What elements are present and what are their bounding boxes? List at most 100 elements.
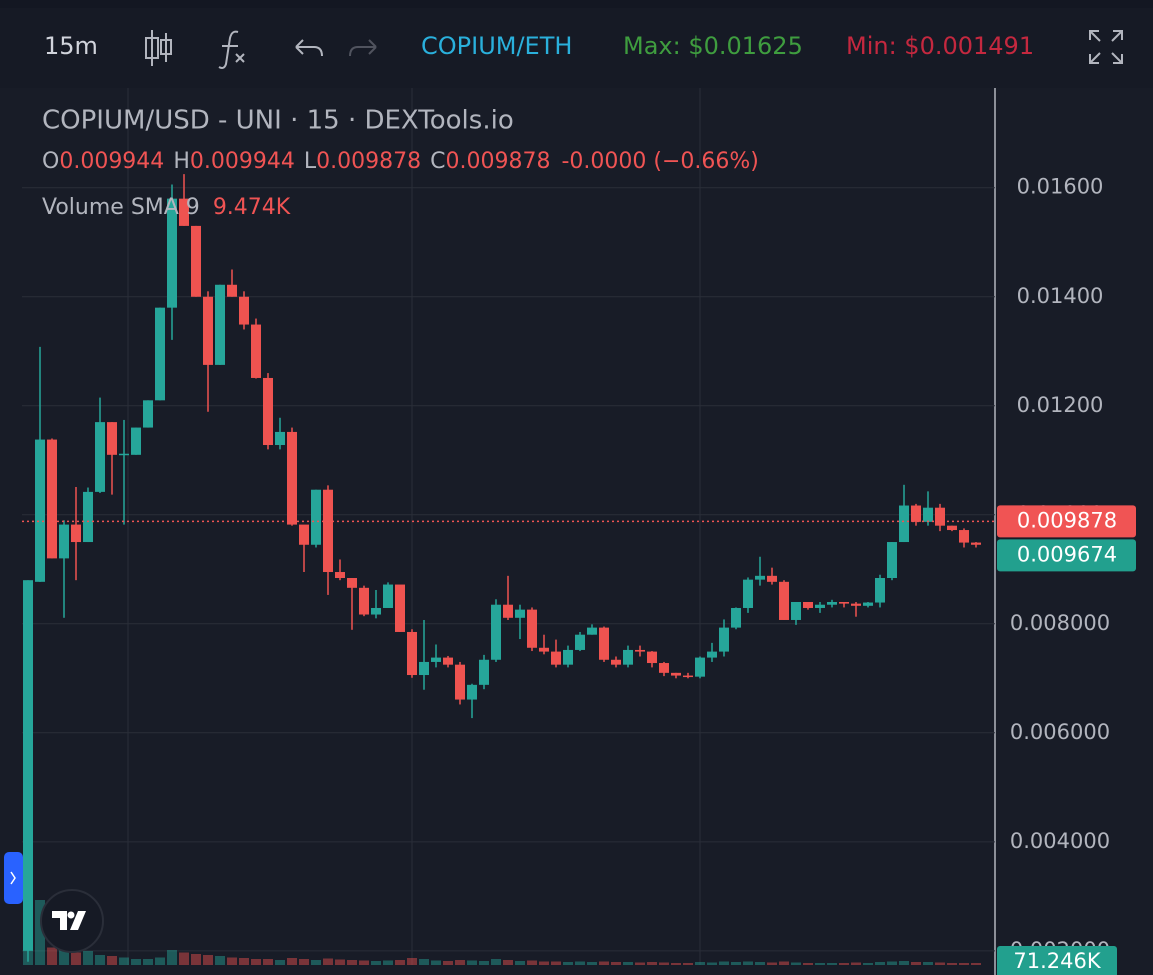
candle-body xyxy=(755,575,765,580)
candle-body xyxy=(959,530,969,543)
tv-logo[interactable] xyxy=(40,889,104,953)
volume-bar xyxy=(455,960,465,965)
volume-bar xyxy=(239,958,249,965)
volume-bar xyxy=(803,963,813,965)
volume-bar xyxy=(251,959,261,965)
candle-body xyxy=(383,584,393,608)
volume-bar xyxy=(215,956,225,965)
candle-body xyxy=(143,400,153,428)
pair-link[interactable]: COPIUM/ETH xyxy=(421,32,572,60)
volume-bar xyxy=(683,963,693,965)
redo[interactable] xyxy=(349,39,377,57)
candle-body xyxy=(935,507,945,526)
price-tags: 0.009878 0.009674 71.246K xyxy=(22,505,1136,975)
volume-bar xyxy=(155,957,165,965)
volume-bar xyxy=(959,963,969,965)
volume-bar xyxy=(263,959,273,965)
candle-body xyxy=(371,607,381,615)
fullscreen[interactable] xyxy=(1089,30,1123,64)
candle-body xyxy=(287,431,297,525)
candle-body xyxy=(947,525,957,531)
volume-bar xyxy=(635,962,645,965)
candle-body xyxy=(455,664,465,700)
undo[interactable] xyxy=(295,39,323,57)
top-strip xyxy=(0,0,1153,8)
volume-bar xyxy=(551,961,561,965)
candle-body xyxy=(347,578,357,588)
volume-bar xyxy=(347,960,357,965)
volume-bar xyxy=(335,959,345,965)
candle-body xyxy=(779,581,789,620)
interval[interactable]: 15m xyxy=(44,32,98,60)
candle-body xyxy=(863,602,873,606)
candle-body xyxy=(47,439,57,559)
volume-bar xyxy=(887,961,897,965)
candle-body xyxy=(95,422,105,492)
candle-body xyxy=(539,647,549,652)
candle-body xyxy=(335,572,345,579)
candle-body xyxy=(395,584,405,632)
candle-body xyxy=(635,649,645,652)
y-tick-label: 0.01600 xyxy=(1017,175,1104,199)
volume-bar xyxy=(707,962,717,965)
candle-body xyxy=(599,627,609,660)
volume-bar xyxy=(791,962,801,965)
volume-bar xyxy=(767,962,777,965)
volume-bar xyxy=(827,963,837,965)
volume-bar xyxy=(359,960,369,965)
legend-ohlc: O0.009944 H0.009944 L0.009878 C0.009878 … xyxy=(42,149,759,174)
candle-body xyxy=(479,659,489,685)
candle-body xyxy=(227,284,237,297)
candle-body xyxy=(359,587,369,615)
time-grid xyxy=(127,88,701,965)
candle-body xyxy=(251,324,261,378)
candle-body xyxy=(179,198,189,226)
max-price: Max: $0.01625 xyxy=(623,32,803,60)
volume-bar xyxy=(443,961,453,965)
candle-body xyxy=(647,651,657,664)
volume-bar xyxy=(275,960,285,965)
candle-body xyxy=(167,198,177,308)
volume-bar xyxy=(515,961,525,965)
volume-bar xyxy=(71,952,81,965)
price-tag-label: 0.009878 xyxy=(1017,508,1117,532)
candle-body xyxy=(731,607,741,628)
candle-body xyxy=(815,604,825,608)
volume-bar xyxy=(143,959,153,965)
candle-body xyxy=(659,663,669,673)
volume-bar xyxy=(179,952,189,965)
volume-bar xyxy=(503,960,513,965)
volume-bar xyxy=(563,962,573,965)
min-price: Min: $0.001491 xyxy=(846,32,1034,60)
price-tag-label: 0.009674 xyxy=(1017,542,1117,566)
candle-body xyxy=(323,489,333,573)
candle-body xyxy=(407,631,417,676)
candle-body xyxy=(239,296,249,325)
volume-bar xyxy=(311,960,321,965)
candle-body xyxy=(563,649,573,665)
candle-body xyxy=(467,684,477,700)
candle-body xyxy=(827,601,837,605)
volume-bar xyxy=(167,950,177,965)
candle-body xyxy=(683,675,693,678)
candle-body xyxy=(887,542,897,579)
volume-bar xyxy=(395,960,405,965)
candle-body xyxy=(203,296,213,365)
ohlc-change: -0.0000 (−0.66%) xyxy=(561,149,758,174)
candle-body xyxy=(59,524,69,559)
side-toggle[interactable] xyxy=(4,852,23,904)
tv-logo-mark xyxy=(52,911,86,930)
candle-body xyxy=(671,672,681,676)
candle-body xyxy=(299,524,309,545)
indicator-icon[interactable] xyxy=(218,30,245,69)
candle-icon[interactable] xyxy=(145,30,172,66)
candle-body xyxy=(431,657,441,662)
candle-body xyxy=(899,505,909,543)
volume-bar xyxy=(911,962,921,965)
ohlc-key: L xyxy=(304,149,317,174)
candle-body xyxy=(767,575,777,582)
price-tag xyxy=(997,539,1136,572)
candle-body xyxy=(911,505,921,522)
candle-body xyxy=(707,651,717,658)
volume-bar xyxy=(899,961,909,965)
